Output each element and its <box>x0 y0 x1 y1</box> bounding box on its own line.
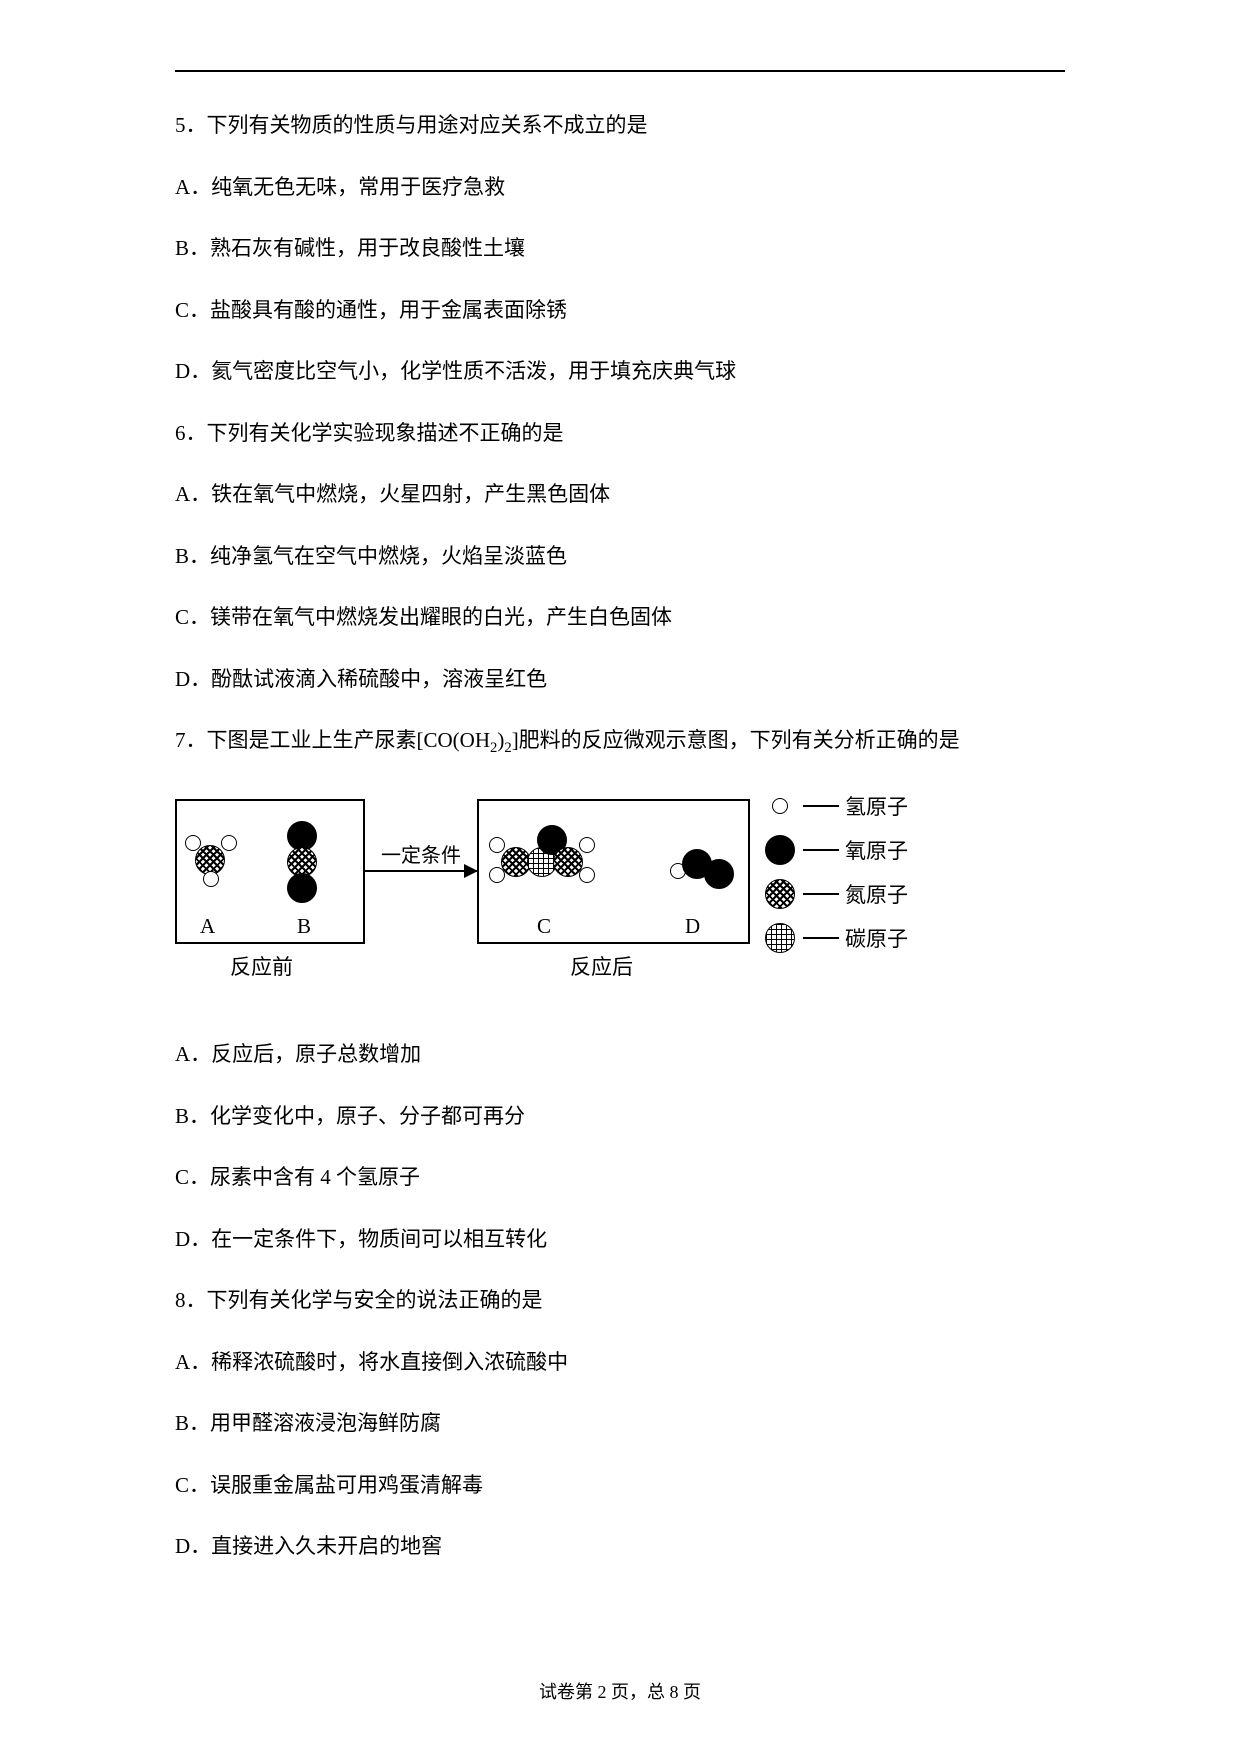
footer-text: 试卷第 2 页，总 8 页 <box>539 1682 701 1702</box>
q7-sub2: 2 <box>504 740 511 756</box>
legend-dash-icon <box>803 849 839 851</box>
diagram-label-d: D <box>685 914 700 939</box>
phase-after-label: 反应后 <box>570 951 633 981</box>
legend-dash-icon <box>803 937 839 939</box>
q8-option-c: C．误服重金属盐可用鸡蛋清解毒 <box>175 1470 1065 1502</box>
legend-h-label: 氢原子 <box>845 791 908 821</box>
reaction-diagram: A B 反应前 一定条件 <box>175 789 1065 1009</box>
oxygen-atom-icon <box>287 873 317 903</box>
q7-option-b: B．化学变化中，原子、分子都可再分 <box>175 1101 1065 1133</box>
q7-stem-prefix: 7．下图是工业上生产尿素[CO(OH <box>175 728 490 752</box>
hydrogen-atom-icon <box>579 867 595 883</box>
hydrogen-atom-icon <box>203 871 219 887</box>
q8-option-a: A．稀释浓硫酸时，将水直接倒入浓硫酸中 <box>175 1347 1065 1379</box>
legend-dash-icon <box>803 805 839 807</box>
q7-option-c: C．尿素中含有 4 个氢原子 <box>175 1162 1065 1194</box>
atom-legend: 氢原子 氧原子 氮原子 碳原子 <box>765 789 908 965</box>
hydrogen-atom-icon <box>579 837 595 853</box>
page-content: 5．下列有关物质的性质与用途对应关系不成立的是 A．纯氧无色无味，常用于医疗急救… <box>0 0 1240 1643</box>
q7-option-d: D．在一定条件下，物质间可以相互转化 <box>175 1224 1065 1256</box>
after-box <box>477 799 750 944</box>
legend-dash-icon <box>803 893 839 895</box>
q5-option-b: B．熟石灰有碱性，用于改良酸性土壤 <box>175 233 1065 265</box>
q5-option-c: C．盐酸具有酸的通性，用于金属表面除锈 <box>175 295 1065 327</box>
q6-option-c: C．镁带在氧气中燃烧发出耀眼的白光，产生白色固体 <box>175 602 1065 634</box>
page-footer: 试卷第 2 页，总 8 页 <box>0 1678 1240 1704</box>
oxygen-atom-icon <box>704 859 734 889</box>
q5-stem: 5．下列有关物质的性质与用途对应关系不成立的是 <box>175 110 1065 142</box>
legend-n-label: 氮原子 <box>845 879 908 909</box>
diagram-label-b: B <box>297 914 311 939</box>
arrow-line-icon <box>365 870 477 872</box>
legend-row-o: 氧原子 <box>765 833 908 867</box>
q7-stem-suffix: ]肥料的反应微观示意图，下列有关分析正确的是 <box>512 728 960 752</box>
hydrogen-atom-icon <box>221 835 237 851</box>
q5-option-d: D．氦气密度比空气小，化学性质不活泼，用于填充庆典气球 <box>175 356 1065 388</box>
nitrogen-legend-icon <box>765 879 795 909</box>
q8-stem: 8．下列有关化学与安全的说法正确的是 <box>175 1285 1065 1317</box>
q6-option-b: B．纯净氢气在空气中燃烧，火焰呈淡蓝色 <box>175 541 1065 573</box>
legend-c-label: 碳原子 <box>845 923 908 953</box>
hydrogen-legend-icon <box>765 791 795 821</box>
legend-row-n: 氮原子 <box>765 877 908 911</box>
q5-option-a: A．纯氧无色无味，常用于医疗急救 <box>175 172 1065 204</box>
hydrogen-atom-icon <box>489 837 505 853</box>
legend-row-c: 碳原子 <box>765 921 908 955</box>
legend-o-label: 氧原子 <box>845 835 908 865</box>
q6-option-d: D．酚酞试液滴入稀硫酸中，溶液呈红色 <box>175 664 1065 696</box>
q8-option-b: B．用甲醛溶液浸泡海鲜防腐 <box>175 1408 1065 1440</box>
q6-stem: 6．下列有关化学实验现象描述不正确的是 <box>175 418 1065 450</box>
phase-before-label: 反应前 <box>230 951 293 981</box>
arrow-condition-label: 一定条件 <box>365 839 477 868</box>
q7-stem: 7．下图是工业上生产尿素[CO(OH2)2]肥料的反应微观示意图，下列有关分析正… <box>175 725 1065 759</box>
legend-row-h: 氢原子 <box>765 789 908 823</box>
diagram-label-c: C <box>537 914 551 939</box>
carbon-legend-icon <box>765 923 795 953</box>
q8-option-d: D．直接进入久未开启的地窖 <box>175 1531 1065 1563</box>
reaction-arrow: 一定条件 <box>365 839 477 872</box>
q6-option-a: A．铁在氧气中燃烧，火星四射，产生黑色固体 <box>175 479 1065 511</box>
oxygen-legend-icon <box>765 835 795 865</box>
top-rule <box>175 70 1065 72</box>
q7-option-a: A．反应后，原子总数增加 <box>175 1039 1065 1071</box>
diagram-label-a: A <box>200 914 215 939</box>
